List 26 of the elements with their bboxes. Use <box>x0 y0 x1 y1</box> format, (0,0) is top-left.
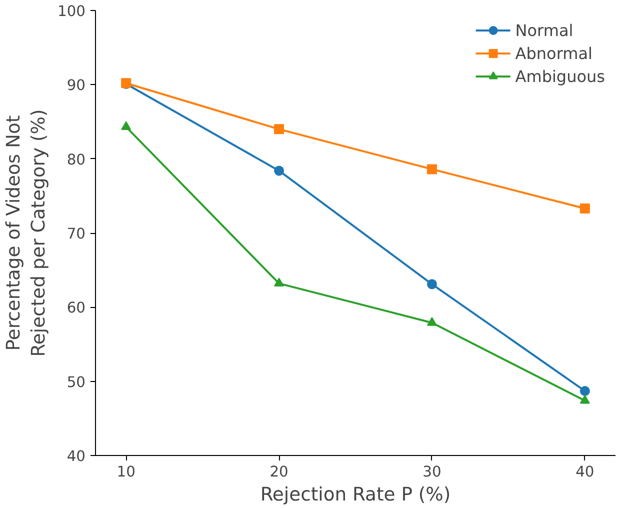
point <box>426 317 437 326</box>
point <box>580 386 590 396</box>
point <box>274 278 284 287</box>
y-tick-label: 50 <box>66 374 86 391</box>
point <box>580 394 590 404</box>
legend-label: Ambiguous <box>515 66 605 86</box>
x-tick-label: 20 <box>270 464 288 480</box>
x-tick-label: 10 <box>116 464 136 480</box>
y-axis-title: Percentage of Videos Not Rejected per Category (%) <box>3 109 50 357</box>
x-axis-title: Rejection Rate P (%) <box>260 484 451 506</box>
point <box>121 121 132 130</box>
y-tick-label: 70 <box>66 226 86 242</box>
point <box>580 204 590 214</box>
point <box>426 279 437 290</box>
x-tick-label: 30 <box>422 464 442 480</box>
legend-label: Abnormal <box>515 44 592 62</box>
y-tick-label: 100 <box>58 3 86 20</box>
point <box>274 166 284 176</box>
point <box>274 124 284 134</box>
y-tick-label: 40 <box>66 448 86 465</box>
x-tick-label: 40 <box>576 464 594 480</box>
point <box>426 164 437 174</box>
legend-label: Normal <box>515 20 574 40</box>
y-tick-label: 80 <box>66 151 86 168</box>
y-tick-label: 60 <box>66 300 86 317</box>
y-tick-label: 90 <box>66 77 86 94</box>
